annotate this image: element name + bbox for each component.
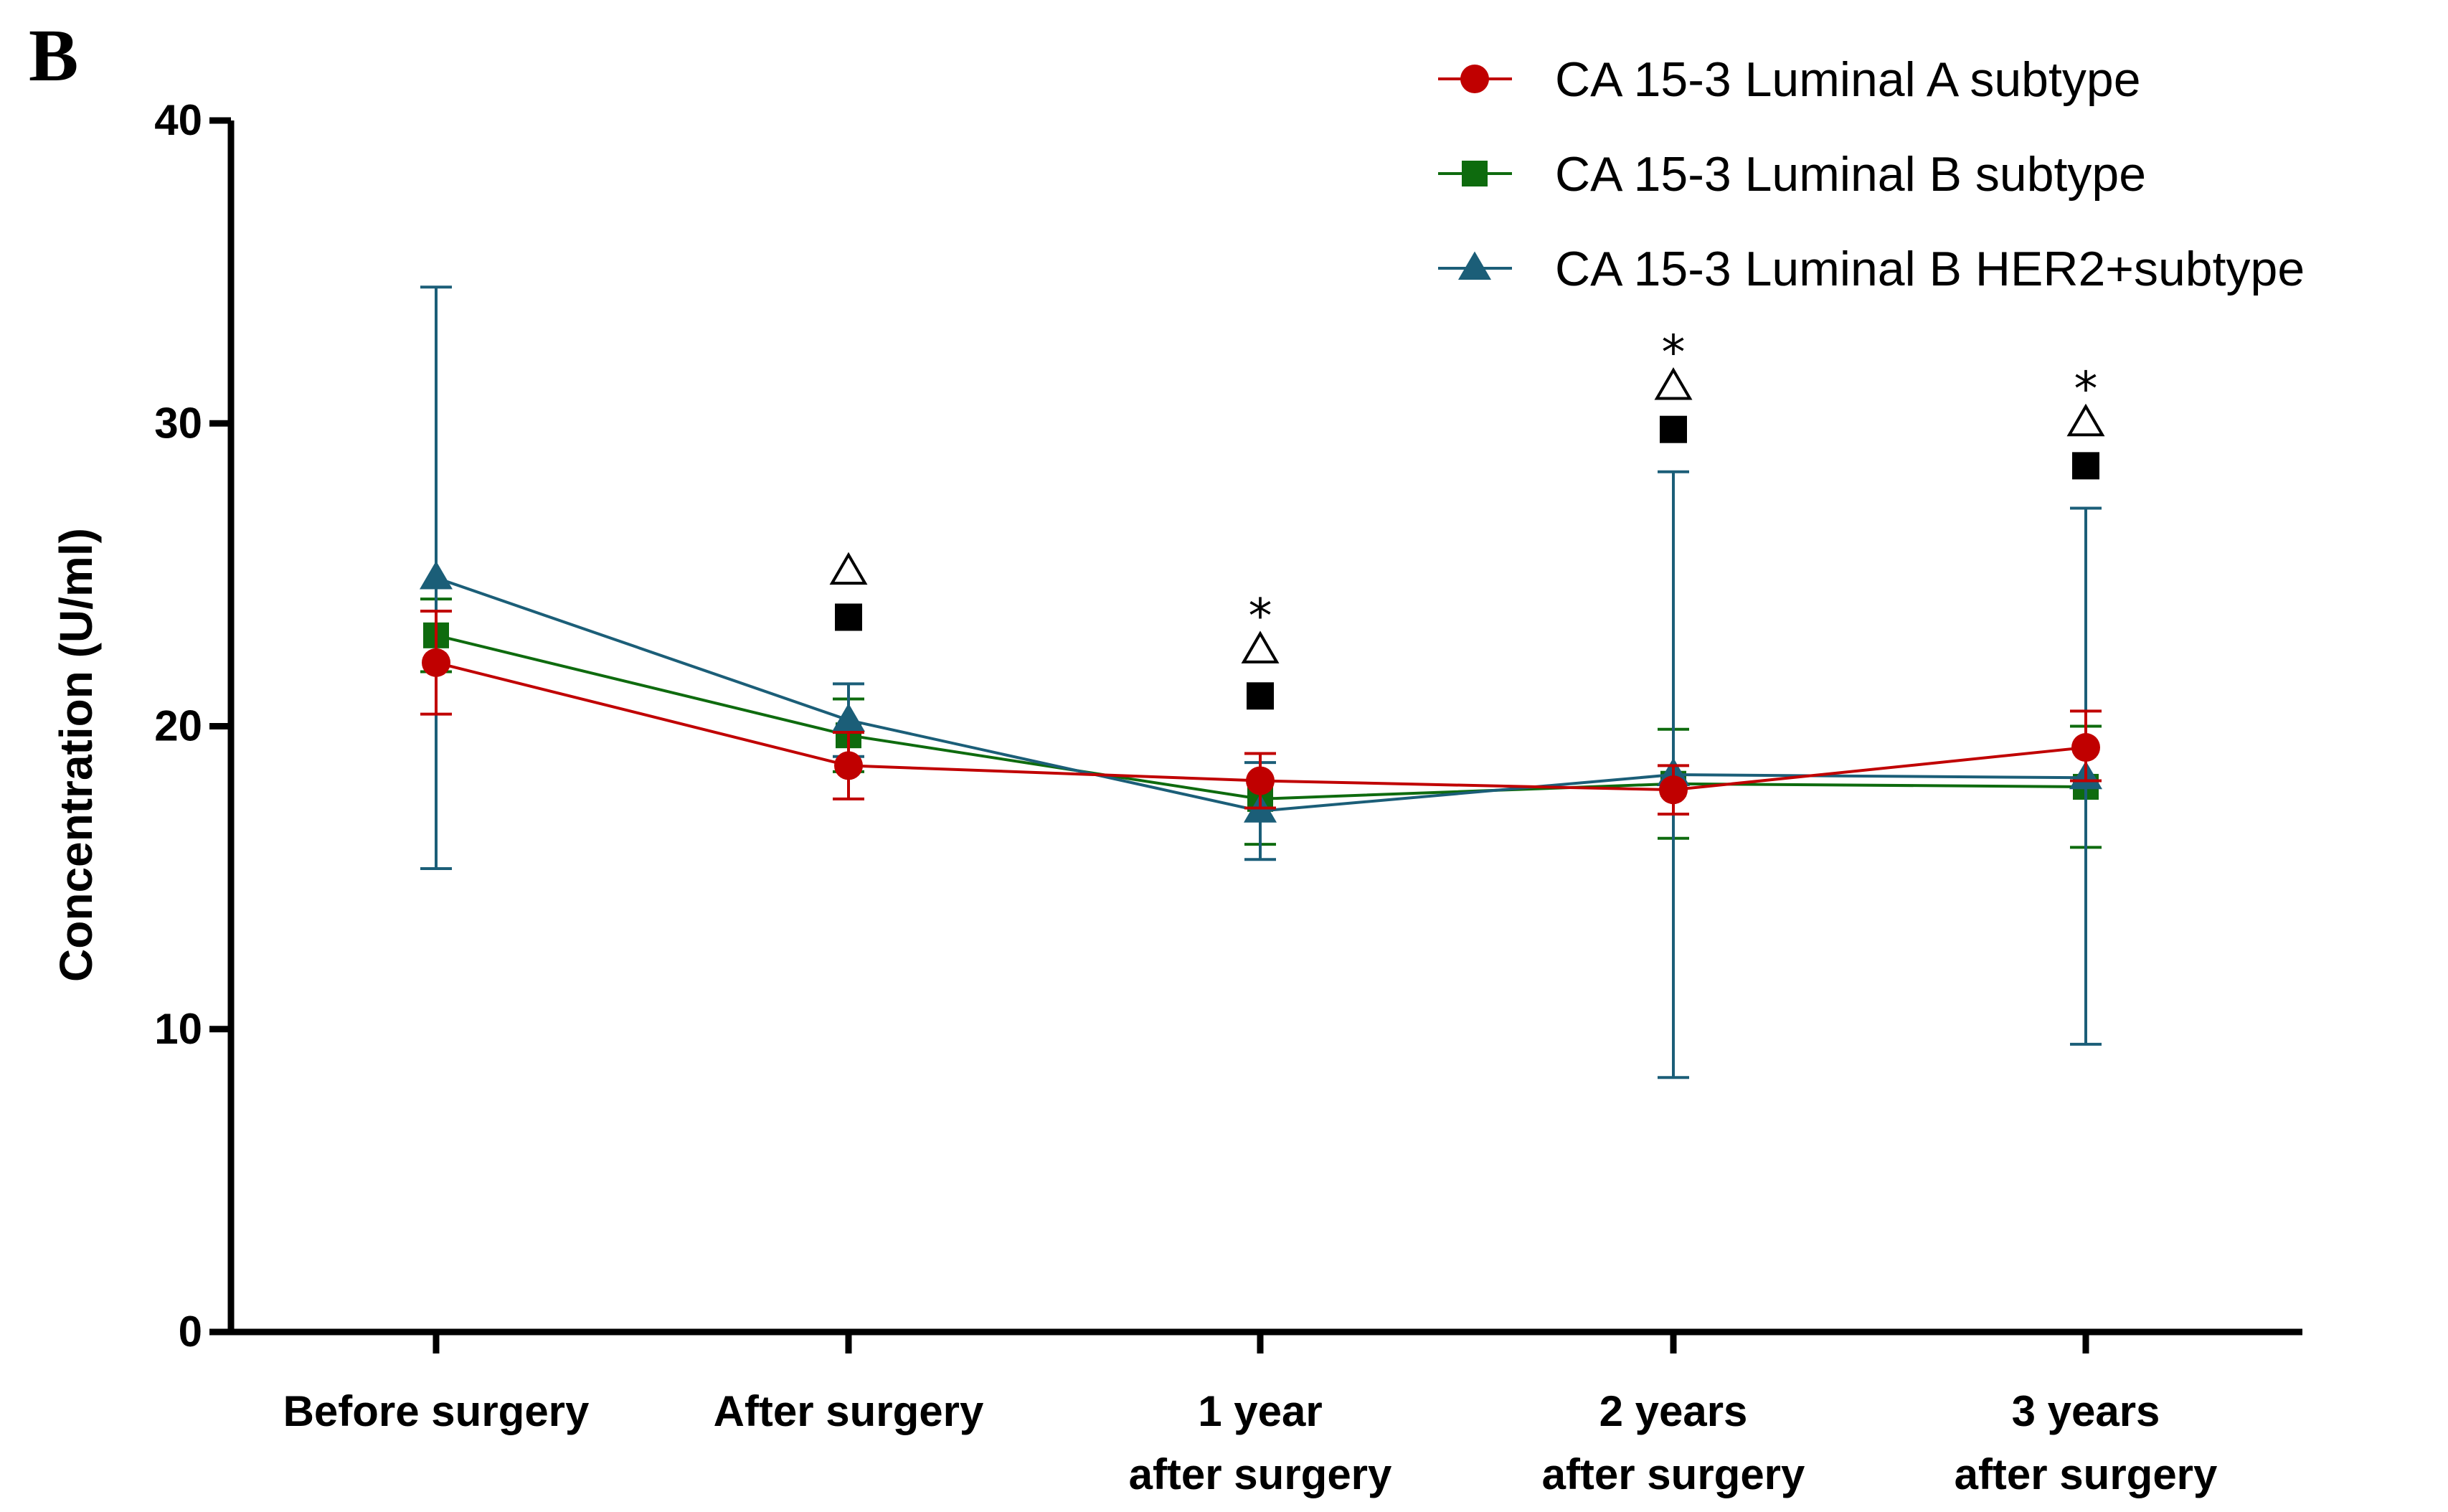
significance-group: * <box>1654 325 1693 443</box>
legend-label: CA 15-3 Luminal B subtype <box>1555 147 2146 202</box>
legend: CA 15-3 Luminal A subtype CA 15-3 Luminal… <box>1438 52 2305 296</box>
x-tick-label: After surgery <box>714 1387 984 1435</box>
y-axis-title: Concentration (U/ml) <box>50 528 102 982</box>
x-tick-label: 3 years <box>2012 1387 2160 1435</box>
significance-triangle <box>2066 403 2105 437</box>
data-point <box>1659 775 1688 805</box>
legend-item-3: CA 15-3 Luminal B HER2+subtype <box>1438 242 2305 296</box>
data-point <box>422 648 450 677</box>
panel-label: B <box>29 14 78 97</box>
series-3 <box>420 285 2102 1079</box>
significance-star: * <box>1249 589 1272 644</box>
legend-marker <box>1462 161 1488 186</box>
legend-item-1: CA 15-3 Luminal A subtype <box>1438 52 2141 107</box>
x-tick-label: after surgery <box>1955 1450 2218 1498</box>
series-layer <box>420 285 2102 1079</box>
legend-item-2: CA 15-3 Luminal B subtype <box>1438 147 2146 202</box>
significance-star: * <box>2074 362 2098 417</box>
legend-label: CA 15-3 Luminal B HER2+subtype <box>1555 242 2305 296</box>
x-tick-label: after surgery <box>1542 1450 1805 1498</box>
x-tick-label: after surgery <box>1129 1450 1392 1498</box>
axes: 0 10 20 30 40 Before surgery After surgery 1 ye… <box>50 96 2302 1498</box>
legend-marker <box>1458 251 1491 280</box>
y-tick-label: 30 <box>154 399 202 447</box>
x-tick-label: 2 years <box>1599 1387 1748 1435</box>
significance-square <box>835 603 862 631</box>
data-point <box>2071 733 2100 762</box>
significance-square <box>1660 415 1687 443</box>
significance-layer: * * * <box>829 325 2105 710</box>
significance-group <box>829 552 868 631</box>
data-point <box>1246 766 1275 795</box>
y-tick-label: 20 <box>154 702 202 750</box>
significance-group: * <box>2066 362 2105 480</box>
significance-triangle <box>829 552 868 585</box>
significance-star: * <box>1662 325 1686 380</box>
significance-triangle <box>1241 630 1280 663</box>
data-point <box>832 703 865 732</box>
legend-label: CA 15-3 Luminal A subtype <box>1555 52 2141 107</box>
y-tick-label: 10 <box>154 1005 202 1053</box>
data-point <box>834 751 863 780</box>
legend-marker <box>1460 65 1489 93</box>
series-1 <box>420 610 2102 816</box>
x-tick-label: Before surgery <box>283 1387 590 1435</box>
x-tick-label: 1 year <box>1198 1387 1323 1435</box>
data-point <box>420 561 453 590</box>
significance-triangle <box>1654 367 1693 400</box>
y-tick-label: 40 <box>154 96 202 144</box>
significance-square <box>1247 682 1274 710</box>
y-tick-label: 0 <box>179 1308 202 1356</box>
significance-square <box>2072 452 2099 480</box>
significance-group: * <box>1241 589 1280 710</box>
